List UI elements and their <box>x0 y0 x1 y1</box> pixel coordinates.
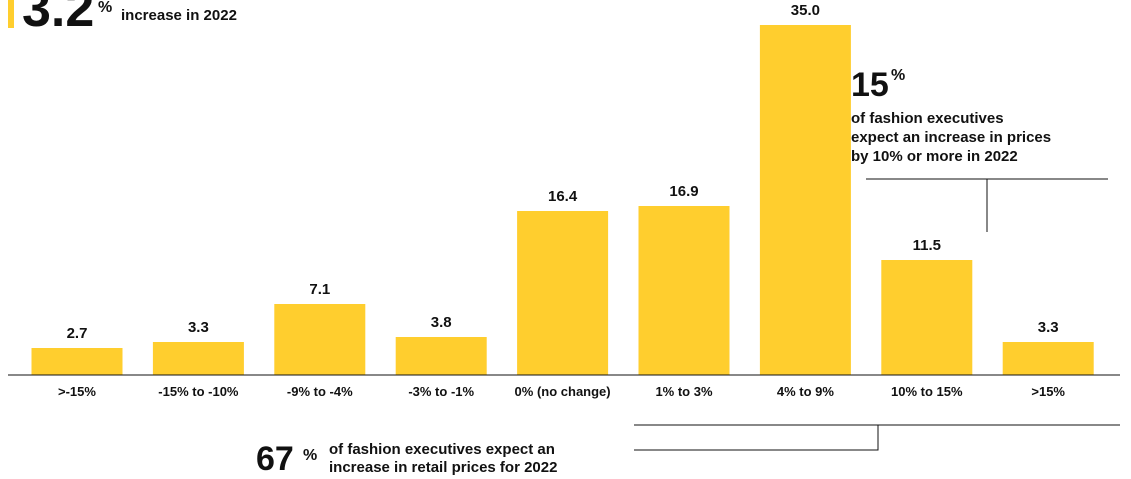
bar-value-label-6: 35.0 <box>791 2 820 19</box>
top-left-accent-bar <box>8 0 14 28</box>
bar-5 <box>638 206 730 375</box>
x-tick-label-6: 4% to 9% <box>777 384 835 399</box>
bar-value-label-5: 16.9 <box>669 183 698 200</box>
bar-series: 2.7 >-15% 3.3 -15% to -10% 7.1 -9% to -4% 3.8 -… <box>31 2 1094 399</box>
bar-8 <box>1002 342 1094 375</box>
x-tick-label-5: 1% to 3% <box>655 384 713 399</box>
top-left-percent: % <box>98 0 112 16</box>
callout-15-line-3: by 10% or more in 2022 <box>851 148 1018 165</box>
bar-value-label-3: 3.8 <box>431 314 452 331</box>
callout-67-line-2: increase in retail prices for 2022 <box>329 459 557 476</box>
bar-3 <box>395 337 487 375</box>
bar-value-label-7: 11.5 <box>913 237 941 254</box>
top-left-text: increase in 2022 <box>121 7 237 24</box>
x-tick-label-4: 0% (no change) <box>515 384 611 399</box>
callout-67-line-1: of fashion executives expect an <box>329 441 555 458</box>
bar-value-label-8: 3.3 <box>1038 319 1059 336</box>
x-tick-label-2: -9% to -4% <box>287 384 353 399</box>
callout-15-percent: % <box>891 67 905 84</box>
bar-4 <box>517 211 609 375</box>
bar-2 <box>274 304 366 375</box>
callout-15-line-2: expect an increase in prices <box>851 129 1051 146</box>
callout-15-line-1: of fashion executives <box>851 110 1004 127</box>
bar-0 <box>31 348 123 375</box>
callout-67-percent: % <box>303 447 317 464</box>
bar-6 <box>759 25 851 375</box>
bar-value-label-4: 16.4 <box>548 188 578 205</box>
bar-1 <box>152 342 244 375</box>
bar-value-label-0: 2.7 <box>67 325 88 342</box>
bar-7 <box>881 260 973 375</box>
bar-value-label-1: 3.3 <box>188 319 209 336</box>
x-tick-label-1: -15% to -10% <box>158 384 239 399</box>
x-tick-label-7: 10% to 15% <box>891 384 963 399</box>
callout-15-number: 15 <box>851 66 889 104</box>
x-tick-label-8: >15% <box>1031 384 1065 399</box>
top-left-number: 3.2 <box>22 0 94 38</box>
callout-67-connector <box>634 425 879 451</box>
bar-value-label-2: 7.1 <box>309 281 330 298</box>
callout-67-number: 67 <box>256 440 294 478</box>
x-tick-label-0: >-15% <box>58 384 96 399</box>
x-tick-label-3: -3% to -1% <box>408 384 474 399</box>
